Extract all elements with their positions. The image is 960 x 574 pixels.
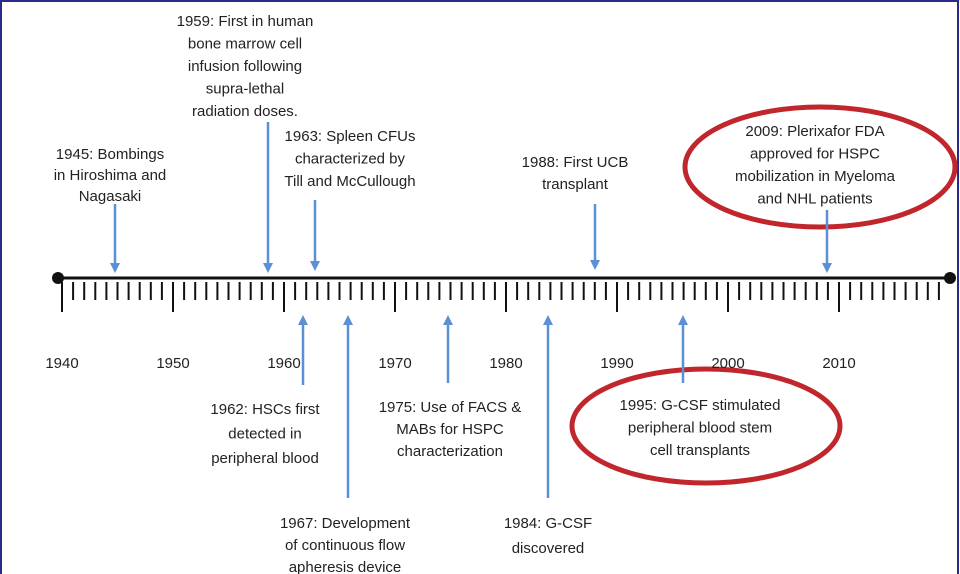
event-text: approved for HSPC: [750, 145, 880, 162]
event-text: 1945: Bombings: [56, 146, 164, 163]
axis-start: [52, 272, 64, 284]
year-label: 1970: [378, 355, 411, 372]
event-text: mobilization in Myeloma: [735, 168, 896, 185]
year-label: 1990: [600, 355, 633, 372]
event-text: Till and McCullough: [284, 173, 415, 190]
event-text: infusion following: [188, 58, 302, 75]
event-text: and NHL patients: [757, 190, 872, 207]
event-text: Nagasaki: [79, 188, 142, 205]
event-text: characterized by: [295, 150, 406, 167]
event-text: peripheral blood stem: [628, 419, 772, 436]
event-text: MABs for HSPC: [396, 421, 504, 438]
event-text: cell transplants: [650, 442, 750, 459]
year-label: 2010: [822, 355, 855, 372]
event-text: 1967: Development: [280, 515, 411, 532]
content: 1940 1950 1960 1970 1980 1990 2000 2010 1945: Bo…: [45, 13, 895, 574]
axis-end: [944, 272, 956, 284]
event-text: discovered: [512, 540, 585, 557]
event-text: 1959: First in human: [177, 13, 314, 30]
event-text: 1963: Spleen CFUs: [285, 128, 416, 145]
event-text: supra-lethal: [206, 80, 284, 97]
event-text: radiation doses.: [192, 103, 298, 120]
event-text: apheresis device: [289, 559, 402, 574]
event-text: 2009: Plerixafor FDA: [745, 123, 884, 140]
ticks: [61, 282, 940, 312]
year-label: 1950: [156, 355, 189, 372]
event-text: 1988: First UCB: [522, 154, 629, 171]
year-label: 1940: [45, 355, 78, 372]
year-label: 2000: [711, 355, 744, 372]
event-text: peripheral blood: [211, 450, 319, 467]
event-text: in Hiroshima and: [54, 167, 167, 184]
event-text: 1962: HSCs first: [210, 401, 320, 418]
event-text: 1995: G-CSF stimulated: [620, 397, 781, 414]
event-text: 1984: G-CSF: [504, 515, 592, 532]
highlight-ellipse: [682, 104, 958, 230]
event-text: 1975: Use of FACS &: [379, 399, 522, 416]
highlight-ellipse: [569, 366, 843, 486]
event-text: transplant: [542, 176, 609, 193]
year-label: 1980: [489, 355, 522, 372]
event-text: detected in: [228, 425, 301, 442]
event-text: characterization: [397, 443, 503, 460]
event-text: of continuous flow: [285, 537, 405, 554]
year-label: 1960: [267, 355, 300, 372]
event-text: bone marrow cell: [188, 35, 302, 52]
